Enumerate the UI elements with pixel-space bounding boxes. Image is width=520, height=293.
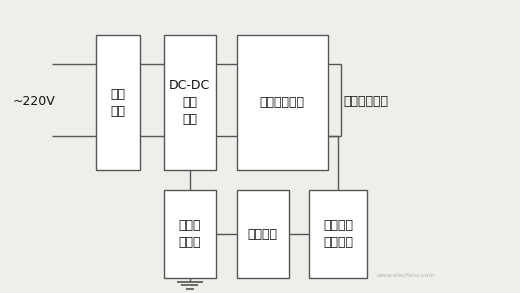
Bar: [164, 35, 216, 170]
Text: 电压电流
反馈取样: 电压电流 反馈取样: [323, 219, 353, 249]
Bar: [309, 190, 367, 278]
Bar: [96, 35, 140, 170]
Bar: [237, 35, 328, 170]
Bar: [237, 190, 289, 278]
Text: 整流滤波输出: 整流滤波输出: [259, 96, 305, 109]
Text: 直流稳压输出: 直流稳压输出: [343, 95, 388, 108]
Text: www.elecfans.com: www.elecfans.com: [376, 273, 435, 278]
Text: ~220V: ~220V: [12, 95, 55, 108]
Text: 开关控
制电路: 开关控 制电路: [178, 219, 201, 249]
Text: 整流
滤波: 整流 滤波: [111, 88, 126, 117]
Bar: [164, 190, 216, 278]
Text: 比较放大: 比较放大: [248, 228, 278, 241]
Text: DC-DC
变换
电路: DC-DC 变换 电路: [169, 79, 211, 126]
